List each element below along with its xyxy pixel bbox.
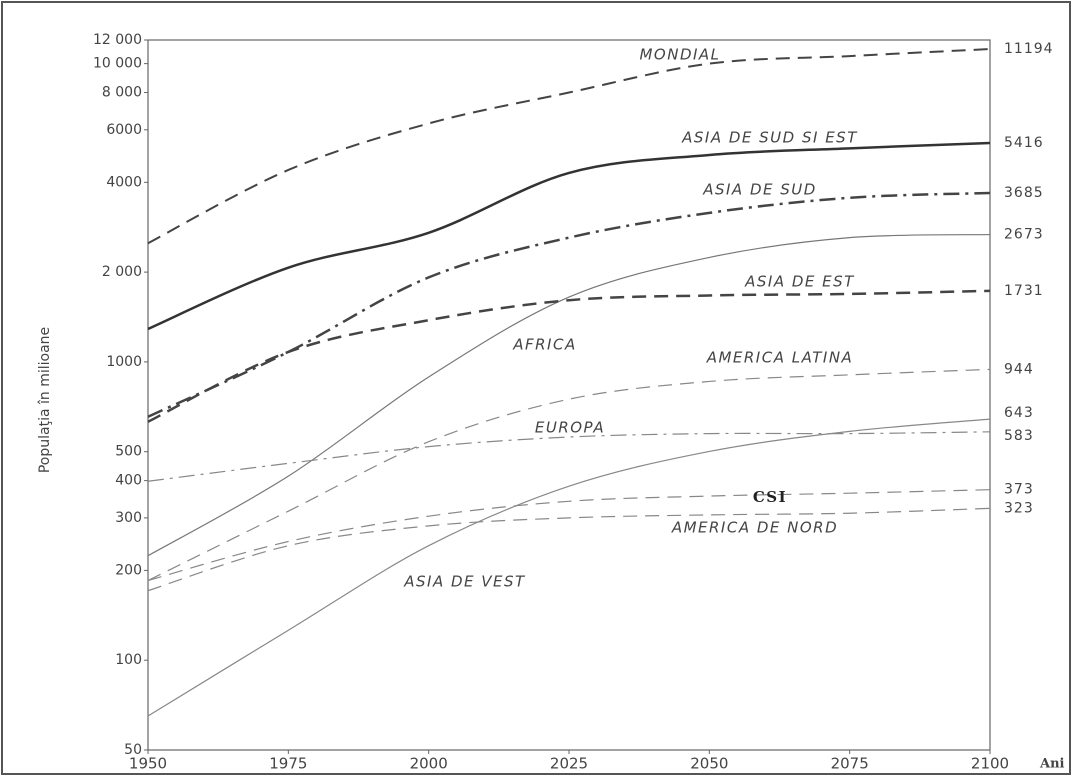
x-tick-label: 2075 xyxy=(831,755,869,773)
y-tick-label: 2 000 xyxy=(102,264,142,280)
end-value-label: 5416 xyxy=(1004,135,1044,151)
y-tick-label: 50 xyxy=(124,742,142,758)
y-tick-label: 500 xyxy=(115,444,142,460)
plot-frame xyxy=(147,39,991,751)
y-tick-label: 4000 xyxy=(106,174,142,190)
y-axis-label: Populaţia în milioane xyxy=(37,327,53,473)
x-tick-label: 2000 xyxy=(410,755,448,773)
y-tick-label: 10 000 xyxy=(93,56,142,72)
x-tick-label: 2025 xyxy=(550,755,588,773)
series-line xyxy=(147,191,991,418)
y-tick-label: 200 xyxy=(115,562,142,578)
series-name: ASIA DE VEST xyxy=(403,573,526,591)
end-value-label: 11194 xyxy=(1004,41,1054,57)
series-name: AMERICA LATINA xyxy=(706,349,854,367)
series-name: AMERICA DE NORD xyxy=(671,519,838,537)
end-value-label: 2673 xyxy=(1004,227,1044,243)
x-tick-label: 1950 xyxy=(129,755,167,773)
x-tick-label: 2050 xyxy=(690,755,728,773)
series-line xyxy=(147,418,991,717)
x-tick-label: 1975 xyxy=(269,755,307,773)
series-line xyxy=(147,431,991,482)
end-value-label: 323 xyxy=(1004,500,1034,516)
y-tick-label: 400 xyxy=(115,473,142,489)
end-value-label: 583 xyxy=(1004,428,1034,444)
x-tick-label: 2100 xyxy=(971,755,1009,773)
series-line xyxy=(147,368,991,582)
y-tick-label: 6000 xyxy=(106,122,142,138)
series-name: ASIA DE EST xyxy=(744,273,855,291)
series-line xyxy=(147,233,991,557)
x-axis-label: Ani xyxy=(1039,757,1065,772)
y-tick-label: 100 xyxy=(115,652,142,668)
series-name: CSI xyxy=(753,488,787,506)
end-value-label: 1731 xyxy=(1004,283,1044,299)
series-line xyxy=(147,489,991,582)
end-value-label: 3685 xyxy=(1004,185,1044,201)
series-name: AFRICA xyxy=(512,336,576,354)
y-tick-label: 8 000 xyxy=(102,85,142,101)
end-value-label: 373 xyxy=(1004,482,1034,498)
series-name: EUROPA xyxy=(535,419,605,437)
end-value-label: 643 xyxy=(1004,405,1034,421)
y-tick-label: 12 000 xyxy=(93,32,142,48)
series-line xyxy=(147,289,991,423)
series-line xyxy=(147,141,991,331)
series-line xyxy=(147,48,991,245)
end-value-label: 944 xyxy=(1004,361,1034,377)
y-tick-label: 300 xyxy=(115,510,142,526)
series-name: ASIA DE SUD xyxy=(702,181,817,199)
series-line xyxy=(147,507,991,592)
series-name: MONDIAL xyxy=(639,46,720,64)
y-tick-label: 1000 xyxy=(106,354,142,370)
series-name: ASIA DE SUD SI EST xyxy=(681,129,858,147)
